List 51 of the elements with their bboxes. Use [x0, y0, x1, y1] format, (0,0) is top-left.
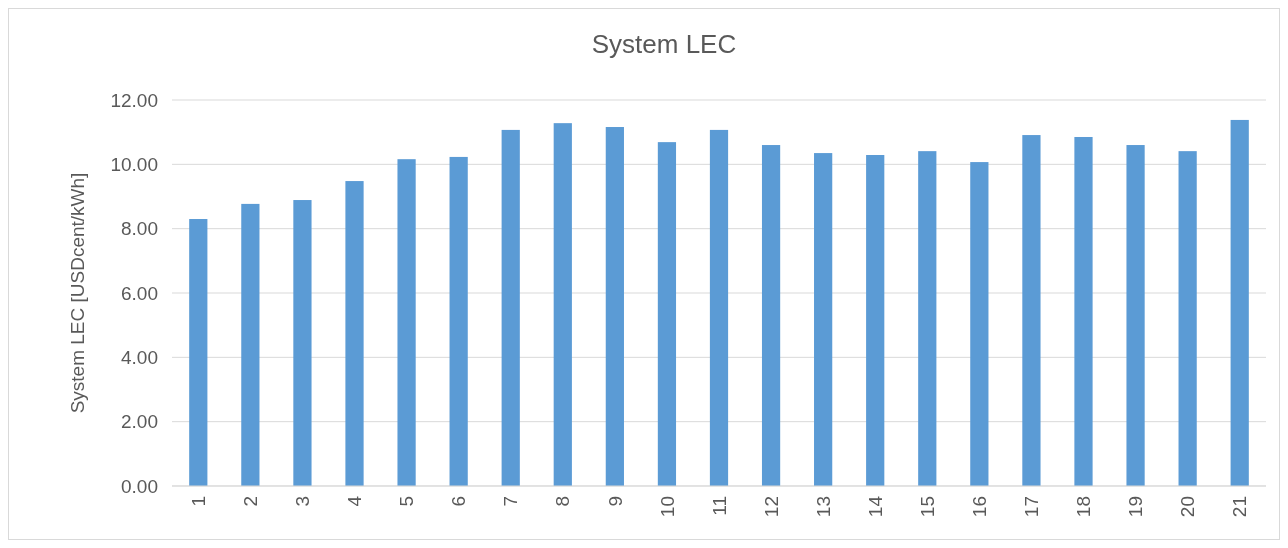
x-tick-label: 10	[656, 496, 678, 518]
bar	[918, 151, 937, 486]
bar	[501, 129, 520, 486]
bar	[761, 145, 781, 486]
y-tick-label: 2.00	[121, 411, 158, 433]
bar	[814, 153, 833, 486]
x-tick-label: 6	[448, 496, 470, 507]
bar	[553, 123, 572, 486]
x-tick-label: 9	[604, 496, 626, 507]
x-tick-label: 5	[396, 496, 418, 507]
bar	[345, 181, 364, 486]
bar	[293, 200, 312, 486]
x-tick-label: 16	[969, 496, 990, 518]
bar	[1022, 135, 1041, 486]
x-tick-label: 3	[292, 496, 314, 507]
x-tick-label: 19	[1125, 496, 1147, 518]
bar	[605, 127, 624, 486]
x-tick-label: 12	[760, 496, 782, 518]
bar	[709, 129, 729, 486]
x-tick-label: 13	[812, 496, 834, 518]
x-tick-label: 21	[1229, 496, 1251, 518]
x-tick-label: 1	[187, 496, 209, 507]
y-tick-label: 8.00	[121, 218, 158, 240]
y-tick-label: 12.00	[110, 89, 158, 111]
y-tick-label: 10.00	[110, 153, 158, 175]
x-tick-label: 11	[708, 496, 730, 516]
x-tick-label: 2	[240, 496, 262, 507]
x-tick-label: 14	[864, 495, 886, 518]
bar	[657, 142, 677, 486]
bar	[241, 203, 260, 486]
x-tick-label: 8	[552, 496, 574, 507]
x-tick-label: 17	[1021, 496, 1043, 518]
x-tick-label: 7	[500, 496, 522, 507]
x-tick-label: 18	[1073, 496, 1095, 518]
bar	[1126, 145, 1145, 486]
bar	[970, 162, 989, 486]
bar	[397, 159, 416, 486]
bar	[1230, 119, 1249, 486]
x-tick-label: 20	[1177, 496, 1199, 518]
y-tick-label: 6.00	[121, 282, 158, 304]
y-tick-label: 4.00	[121, 346, 158, 368]
x-tick-label: 15	[916, 496, 938, 518]
bar	[449, 156, 468, 486]
bar	[866, 155, 885, 486]
bar	[1074, 136, 1093, 486]
x-tick-label: 4	[344, 495, 366, 507]
bar	[1178, 151, 1197, 486]
bar	[189, 219, 208, 486]
chart-title: System LEC	[591, 29, 737, 59]
y-tick-label: 0.00	[121, 475, 158, 497]
y-axis-title: System LEC [USDcent/kWh]	[67, 172, 88, 414]
